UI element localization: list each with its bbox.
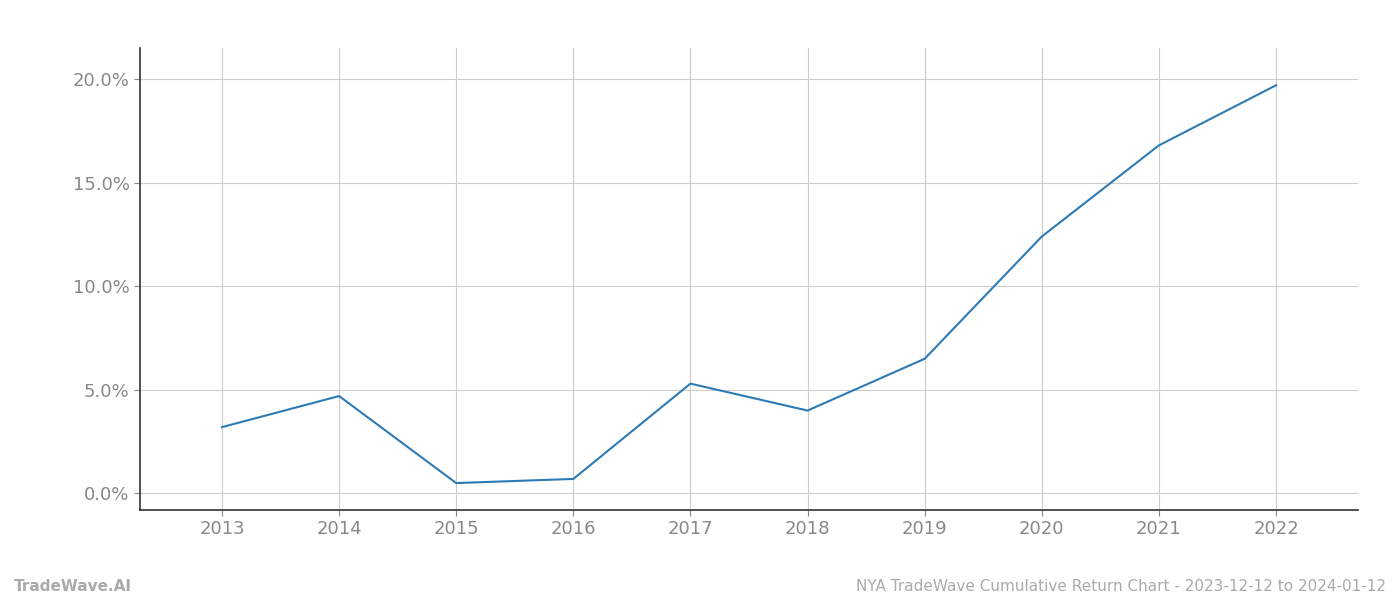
Text: NYA TradeWave Cumulative Return Chart - 2023-12-12 to 2024-01-12: NYA TradeWave Cumulative Return Chart - …: [855, 579, 1386, 594]
Text: TradeWave.AI: TradeWave.AI: [14, 579, 132, 594]
